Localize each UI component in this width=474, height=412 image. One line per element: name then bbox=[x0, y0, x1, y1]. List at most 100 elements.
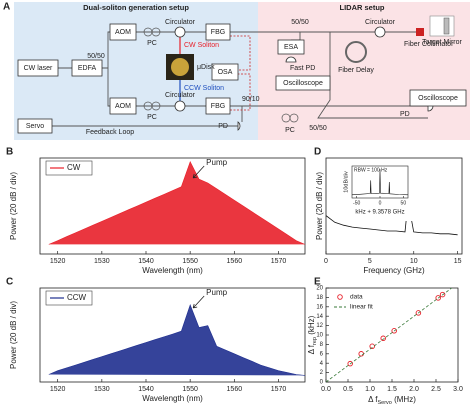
x-tick-label: 1550 bbox=[182, 258, 198, 265]
panel-label: E bbox=[314, 277, 321, 288]
fast-pd bbox=[285, 56, 297, 63]
ylabel-unit: (kHz) bbox=[307, 315, 316, 337]
panel-label: B bbox=[6, 147, 13, 158]
box-label: FBG bbox=[211, 29, 225, 36]
panel-label: D bbox=[314, 147, 321, 158]
monitor-path bbox=[230, 35, 251, 111]
x-tick-label: 5 bbox=[368, 258, 372, 265]
label: CCW Soliton bbox=[184, 85, 224, 92]
x-tick-label: 1570 bbox=[271, 386, 287, 393]
x-tick-label: 1530 bbox=[94, 386, 110, 393]
x-tick-label: 1520 bbox=[50, 386, 66, 393]
data-point bbox=[439, 291, 446, 298]
y-tick-label: 0 bbox=[320, 380, 324, 386]
data-point bbox=[347, 360, 353, 367]
y-axis-label: Power (20 dB / div) bbox=[315, 172, 324, 240]
label: Fast PD bbox=[290, 65, 315, 72]
box bbox=[211, 63, 239, 81]
x-tick-label: 0.5 bbox=[343, 386, 353, 393]
box bbox=[109, 23, 137, 41]
label: PD bbox=[400, 111, 410, 118]
label: PC bbox=[285, 127, 295, 134]
ylabel-sub: rep bbox=[312, 337, 318, 345]
x-tick-label: 1520 bbox=[50, 258, 66, 265]
panel-label: A bbox=[3, 2, 10, 13]
plot-frame bbox=[325, 157, 463, 255]
xlabel-sub: Servo bbox=[377, 400, 391, 406]
x-tick-label: 10 bbox=[410, 258, 418, 265]
circulator bbox=[374, 26, 386, 38]
mirror bbox=[443, 17, 450, 35]
label: 50/50 bbox=[87, 53, 105, 60]
legend-box bbox=[45, 160, 93, 176]
label: 90/10 bbox=[242, 96, 260, 103]
label: Fiber Delay bbox=[338, 67, 374, 74]
box bbox=[205, 23, 231, 41]
region-title: LIDAR setup bbox=[340, 3, 385, 12]
label: CW Soliton bbox=[184, 42, 219, 49]
data-point bbox=[380, 335, 386, 342]
box-label: AOM bbox=[115, 103, 131, 110]
box bbox=[17, 59, 59, 77]
inset-bg bbox=[336, 161, 414, 221]
box bbox=[277, 39, 305, 55]
plot-frame bbox=[39, 287, 306, 383]
y-tick-label: 6 bbox=[320, 351, 324, 357]
label: PC bbox=[147, 40, 157, 47]
x-tick-label: 2.5 bbox=[431, 386, 441, 393]
diagram: A Dual-soliton generation setup LIDAR se… bbox=[3, 2, 470, 140]
circulator bbox=[174, 26, 186, 38]
label: 50/50 bbox=[309, 125, 327, 132]
x-tick-label: 0 bbox=[324, 258, 328, 265]
inset-spectrum bbox=[351, 169, 409, 196]
box-label: OSA bbox=[218, 69, 233, 76]
box-label: AOM bbox=[115, 29, 131, 36]
x-tick-label: 0.0 bbox=[321, 386, 331, 393]
box-label: Oscilloscope bbox=[418, 95, 458, 102]
label: Circulator bbox=[165, 92, 196, 99]
y-tick-label: 2 bbox=[320, 370, 324, 376]
inset-x-tick-label: -50 bbox=[353, 200, 360, 206]
xlabel-main: Δ f bbox=[368, 395, 378, 404]
pc bbox=[289, 113, 299, 123]
data-point bbox=[391, 328, 397, 334]
annotation-arrow bbox=[192, 295, 205, 309]
y-axis-label: Power (20 dB / div) bbox=[9, 172, 18, 240]
y-tick-label: 20 bbox=[316, 286, 323, 292]
legend-label: CW bbox=[67, 163, 81, 172]
x-tick-label: 2.0 bbox=[409, 386, 419, 393]
x-tick-label: 15 bbox=[454, 258, 462, 265]
legend-label: linear fit bbox=[350, 304, 373, 311]
y-tick-label: 16 bbox=[316, 304, 323, 310]
box bbox=[275, 75, 331, 91]
box-label: Servo bbox=[26, 123, 44, 130]
legend-label: CCW bbox=[67, 293, 87, 302]
fiber-delay bbox=[345, 41, 367, 63]
plot-frame bbox=[325, 287, 459, 383]
y-tick-label: 8 bbox=[320, 342, 324, 348]
fiber bbox=[52, 31, 428, 127]
legend-box bbox=[45, 290, 93, 306]
label: PD bbox=[218, 123, 228, 130]
ylabel-label: Δ frep (kHz) bbox=[307, 315, 318, 354]
annotation-arrow bbox=[192, 165, 205, 179]
inset-x-tick-label: 0 bbox=[379, 200, 382, 206]
x-tick-label: 1.5 bbox=[387, 386, 397, 393]
y-tick-label: 18 bbox=[316, 295, 323, 301]
microdisk bbox=[171, 58, 189, 76]
box-label: CW laser bbox=[24, 65, 53, 72]
label: Circulator bbox=[165, 19, 196, 26]
label: PC bbox=[147, 114, 157, 121]
panel-label: C bbox=[6, 277, 13, 288]
data-point bbox=[358, 351, 364, 357]
mirror-frame bbox=[429, 15, 455, 37]
x-axis-label: Wavelength (nm) bbox=[142, 266, 203, 275]
label: Feedback Loop bbox=[86, 129, 134, 136]
region-title: Dual-soliton generation setup bbox=[83, 3, 189, 12]
spectrum bbox=[326, 201, 458, 236]
collimator bbox=[416, 28, 424, 36]
box-label: Oscilloscope bbox=[283, 80, 323, 87]
box-label: ESA bbox=[284, 44, 298, 51]
xlabel-label: Δ fServo (MHz) bbox=[368, 395, 416, 406]
